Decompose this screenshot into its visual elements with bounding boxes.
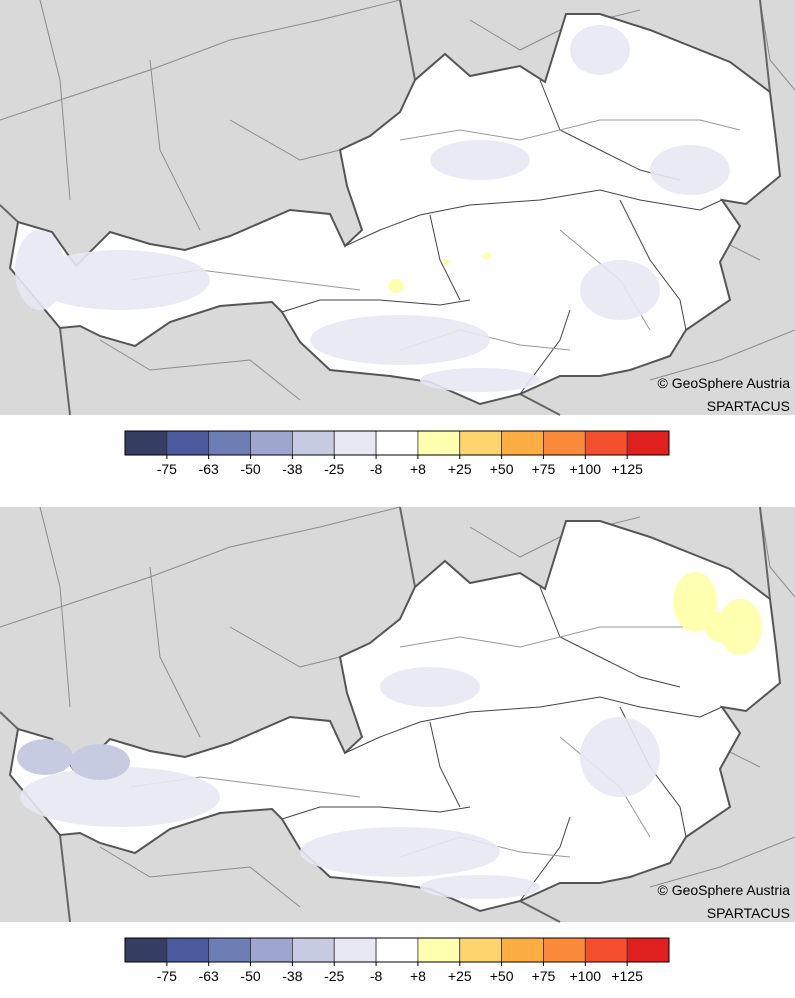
legend-label: +50 (490, 968, 514, 984)
legend-label: +75 (532, 968, 556, 984)
legend-label: -75 (157, 968, 177, 984)
precip-area (388, 252, 491, 293)
legend-swatch (584, 937, 628, 963)
credit: © GeoSphere Austria (657, 375, 790, 391)
map-panel: © GeoSphere Austria SPARTACUS -75 -63 -50 -38… (0, 507, 795, 984)
credit: SPARTACUS (707, 398, 790, 414)
legend-label: +125 (611, 968, 643, 984)
legend-label: +8 (410, 968, 426, 984)
legend-label: +25 (448, 968, 472, 984)
precip-area (17, 739, 130, 780)
legend-swatch (459, 430, 503, 456)
legend-swatch (543, 937, 586, 963)
legend-label: -38 (282, 968, 302, 984)
legend-swatch (626, 937, 670, 963)
legend-swatch (333, 430, 377, 456)
legend-swatch (250, 937, 293, 963)
legend-label: -75 (157, 461, 177, 477)
legend-swatch (124, 937, 168, 963)
legend-swatch (208, 937, 251, 963)
legend-label: -25 (324, 968, 344, 984)
legend-label: -8 (370, 968, 383, 984)
credit: SPARTACUS (707, 905, 790, 921)
precip-area (15, 25, 730, 392)
credit: © GeoSphere Austria (657, 882, 790, 898)
legend-swatch (501, 937, 544, 963)
legend-swatch (584, 430, 628, 456)
legend-swatch (166, 430, 210, 456)
legend-swatch (291, 430, 335, 456)
legend-label: +100 (570, 461, 602, 477)
legend-label: -63 (199, 461, 219, 477)
legend-swatch (333, 937, 377, 963)
legend-frame (124, 430, 670, 456)
legend-label: -25 (324, 461, 344, 477)
legend-label: +100 (570, 968, 602, 984)
map-panel: © GeoSphere Austria SPARTACUS -75 -63 -50 -38… (0, 0, 795, 477)
legend-swatch (501, 430, 544, 456)
precip-area (673, 572, 762, 655)
legend-label: +125 (611, 461, 643, 477)
legend-label: +75 (532, 461, 556, 477)
legend-label: -50 (240, 461, 260, 477)
legend-swatch (208, 430, 251, 456)
legend-label: +50 (490, 461, 514, 477)
legend-swatch (417, 430, 461, 456)
legend-swatch (291, 937, 335, 963)
legend-swatch (417, 937, 461, 963)
legend-swatch (543, 430, 586, 456)
legend-label: -50 (240, 968, 260, 984)
legend-swatch (375, 937, 419, 963)
legend-label: +8 (410, 461, 426, 477)
color-legend: -75 -63 -50 -38 -25 -8 +8 +25 +50 +75 +100 +125 (124, 937, 670, 984)
color-legend: -75 -63 -50 -38 -25 -8 +8 +25 +50 +75 +100 +125 (124, 430, 670, 477)
legend-swatch (124, 430, 168, 456)
legend-frame (124, 937, 670, 963)
legend-swatch (459, 937, 503, 963)
legend-swatch (626, 430, 670, 456)
precip-area (20, 667, 660, 899)
legend-label: -63 (199, 968, 219, 984)
legend-label: -8 (370, 461, 383, 477)
legend-label: -38 (282, 461, 302, 477)
legend-swatch (375, 430, 419, 456)
legend-swatch (166, 937, 210, 963)
legend-label: +25 (448, 461, 472, 477)
legend-swatch (250, 430, 293, 456)
